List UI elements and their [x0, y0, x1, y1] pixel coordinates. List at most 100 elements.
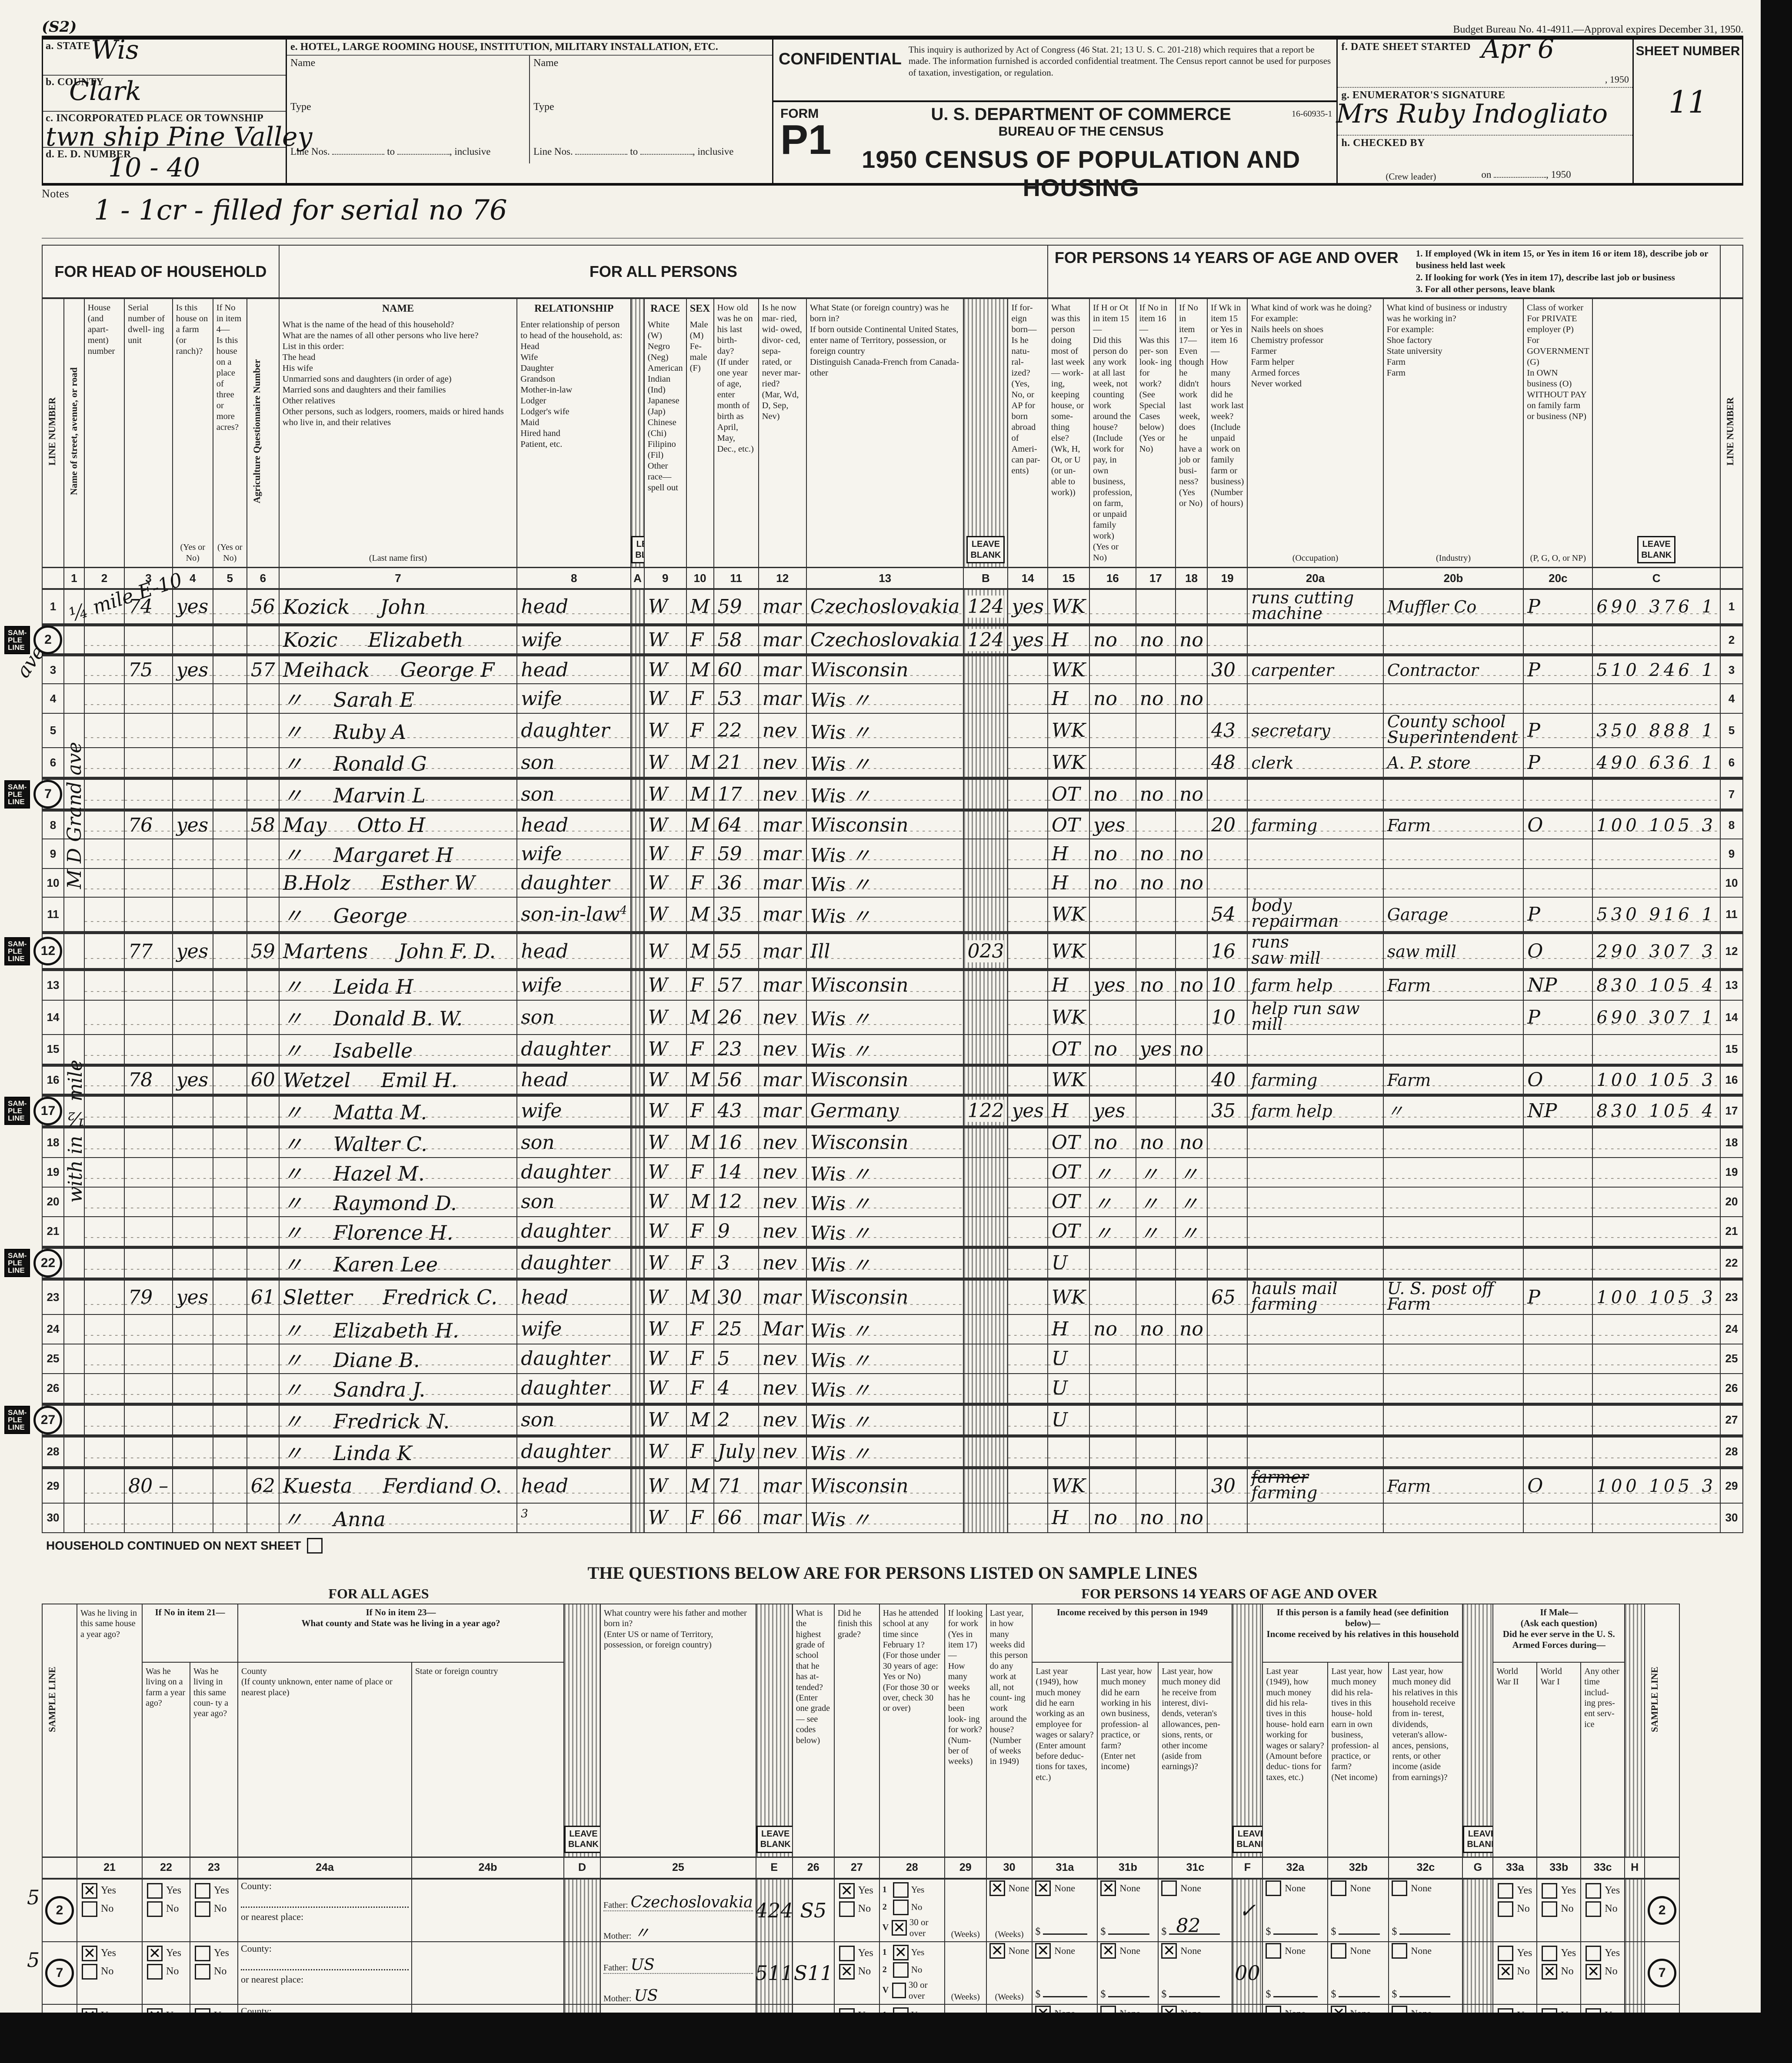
cell-agriculture-number: [246, 1502, 280, 1533]
cell-house: [83, 1157, 125, 1188]
cell-class-of-worker: [1523, 777, 1593, 812]
cell-class-of-worker: [1523, 839, 1593, 869]
cell-hours-worked: [1206, 1157, 1248, 1188]
cell-office-codes: 830 105 4: [1592, 969, 1721, 1001]
line-number-right: 21: [1719, 1216, 1744, 1248]
cell-occupation: [1247, 1126, 1384, 1158]
cell-doing-last-week: WK: [1047, 931, 1090, 971]
cell-street: [63, 654, 85, 685]
cell-hours-worked: [1206, 1314, 1248, 1344]
cell-class-of-worker: [1523, 1502, 1593, 1533]
cell-street: [63, 1034, 85, 1067]
agency-titles: U. S. DEPARTMENT OF COMMERCE BUREAU OF T…: [779, 105, 1331, 202]
cell-acres: [212, 969, 247, 1001]
cell-age: 55: [713, 931, 759, 971]
cell-21-same-house: ✕ Yes No: [77, 2003, 143, 2013]
line-number-right: 23: [1719, 1278, 1744, 1315]
cell-25-parents-birthplace: Father: US Mother: US: [600, 1941, 756, 2005]
year-suffix: , 1950: [1605, 73, 1629, 85]
line-number-left: 28: [42, 1435, 64, 1469]
cell-farm: [172, 999, 213, 1035]
page-content: (S2) Budget Bureau No. 41-4911.—Approval…: [4, 18, 1744, 2013]
checkbox: [147, 1883, 163, 1899]
cell-street: [63, 1245, 85, 1281]
checkbox: [893, 1962, 909, 1978]
cell-leave-blank-a: [630, 1373, 645, 1405]
cell-office-codes: [1592, 868, 1721, 898]
cell-agriculture-number: [246, 969, 280, 1001]
cell-occupation: [1247, 1314, 1384, 1344]
cell-agriculture-number: [246, 713, 280, 749]
checked-by-label: h. CHECKED BY: [1341, 137, 1425, 149]
line-number-left: 21: [42, 1216, 64, 1248]
cell-occupation: [1247, 868, 1384, 898]
cell-agriculture-number: 59: [246, 931, 280, 971]
cell-31a-wages: ✕ None$: [1032, 1878, 1098, 1942]
cell-house: [83, 1093, 125, 1128]
cell-doing-last-week: U: [1047, 1343, 1090, 1374]
cell-has-job: [1175, 1402, 1208, 1437]
main-census-table: FOR HEAD OF HOUSEHOLD FOR ALL PERSONS FOR …: [4, 244, 1744, 1533]
cell-relationship: daughter: [516, 1373, 632, 1405]
cell-any-work: [1089, 999, 1136, 1035]
cell-f-leave-blank: ✓: [1232, 1878, 1263, 1942]
cell-28-attended-school: 1 ✕ Yes 2 No V 30 or over: [879, 1941, 945, 2005]
sample-col-num: 30: [986, 1856, 1033, 1880]
hotel-subcolumn: Name Type Line Nos. to , inclusive: [287, 56, 530, 163]
cell-age: July: [713, 1435, 759, 1469]
line-nos: Line Nos. to , inclusive: [533, 146, 734, 157]
sample-col-desc-25: What country were his father and mother …: [600, 1603, 756, 1858]
cell-has-job: no: [1175, 1126, 1208, 1158]
sample-col-desc-E: LEAVE BLANK: [755, 1603, 793, 1858]
cell-looking-for-work: [1135, 1435, 1176, 1469]
cell-sex: F: [686, 1245, 714, 1281]
line-number-left: 23: [42, 1278, 64, 1315]
cell-occupation: [1247, 1157, 1384, 1188]
sample-col-num: [1644, 1856, 1680, 1880]
col-num: 18: [1175, 567, 1208, 590]
cell-doing-last-week: WK: [1047, 589, 1090, 626]
cell-27-finish-grade: Yes No: [833, 2003, 880, 2013]
cell-street: [63, 999, 85, 1035]
cell-industry: Farm: [1382, 809, 1524, 840]
cell-occupation: help run saw mill: [1247, 999, 1384, 1035]
cell-house: [83, 897, 125, 935]
cell-class-of-worker: [1523, 1157, 1593, 1188]
cell-marital: mar: [758, 809, 807, 840]
cell-race: W: [643, 1435, 687, 1469]
cell-naturalized: [1007, 897, 1048, 935]
cell-naturalized: yes: [1007, 623, 1048, 657]
cell-farm: [172, 1157, 213, 1188]
cell-street: [63, 1314, 85, 1344]
cell-26-grade: S11: [792, 1941, 835, 2005]
cell-has-job: no: [1175, 839, 1208, 869]
cell-birthplace: Wis 〃: [806, 1435, 964, 1469]
line-number-left: 10: [42, 868, 64, 898]
cell-serial: [124, 1157, 173, 1188]
line-number-left: 14: [42, 999, 64, 1035]
cell-house: [83, 1186, 125, 1217]
confidential-label: CONFIDENTIAL: [778, 50, 902, 68]
col-desc-20c: Class of worker For PRIVATE employer (P)…: [1523, 298, 1593, 568]
cell-hours-worked: [1206, 589, 1248, 626]
cell-office-codes: 100 105 3: [1592, 1278, 1721, 1315]
cell-looking-for-work: no: [1135, 839, 1176, 869]
col-num: 16: [1089, 567, 1136, 590]
cell-naturalized: [1007, 1034, 1048, 1067]
cell-agriculture-number: [246, 868, 280, 898]
cell-looking-for-work: [1135, 1278, 1176, 1315]
cell-race: W: [643, 1278, 687, 1315]
cell-street: [63, 1278, 85, 1315]
cell-leave-blank-b: [963, 747, 1009, 779]
col-num: 6: [246, 567, 280, 590]
col-num: 10: [686, 567, 714, 590]
cell-street: ¼ mile E-10 M D Grand ave with in ½ mile: [63, 569, 185, 1203]
line-number-left: SAM- PLE LINE 27: [4, 1402, 64, 1437]
cell-has-job: [1175, 1093, 1208, 1128]
col-num: 2: [83, 567, 125, 590]
cell-24a-county: County:or nearest place:: [237, 2003, 412, 2013]
line-number-left: 1 ave: [12, 589, 64, 682]
